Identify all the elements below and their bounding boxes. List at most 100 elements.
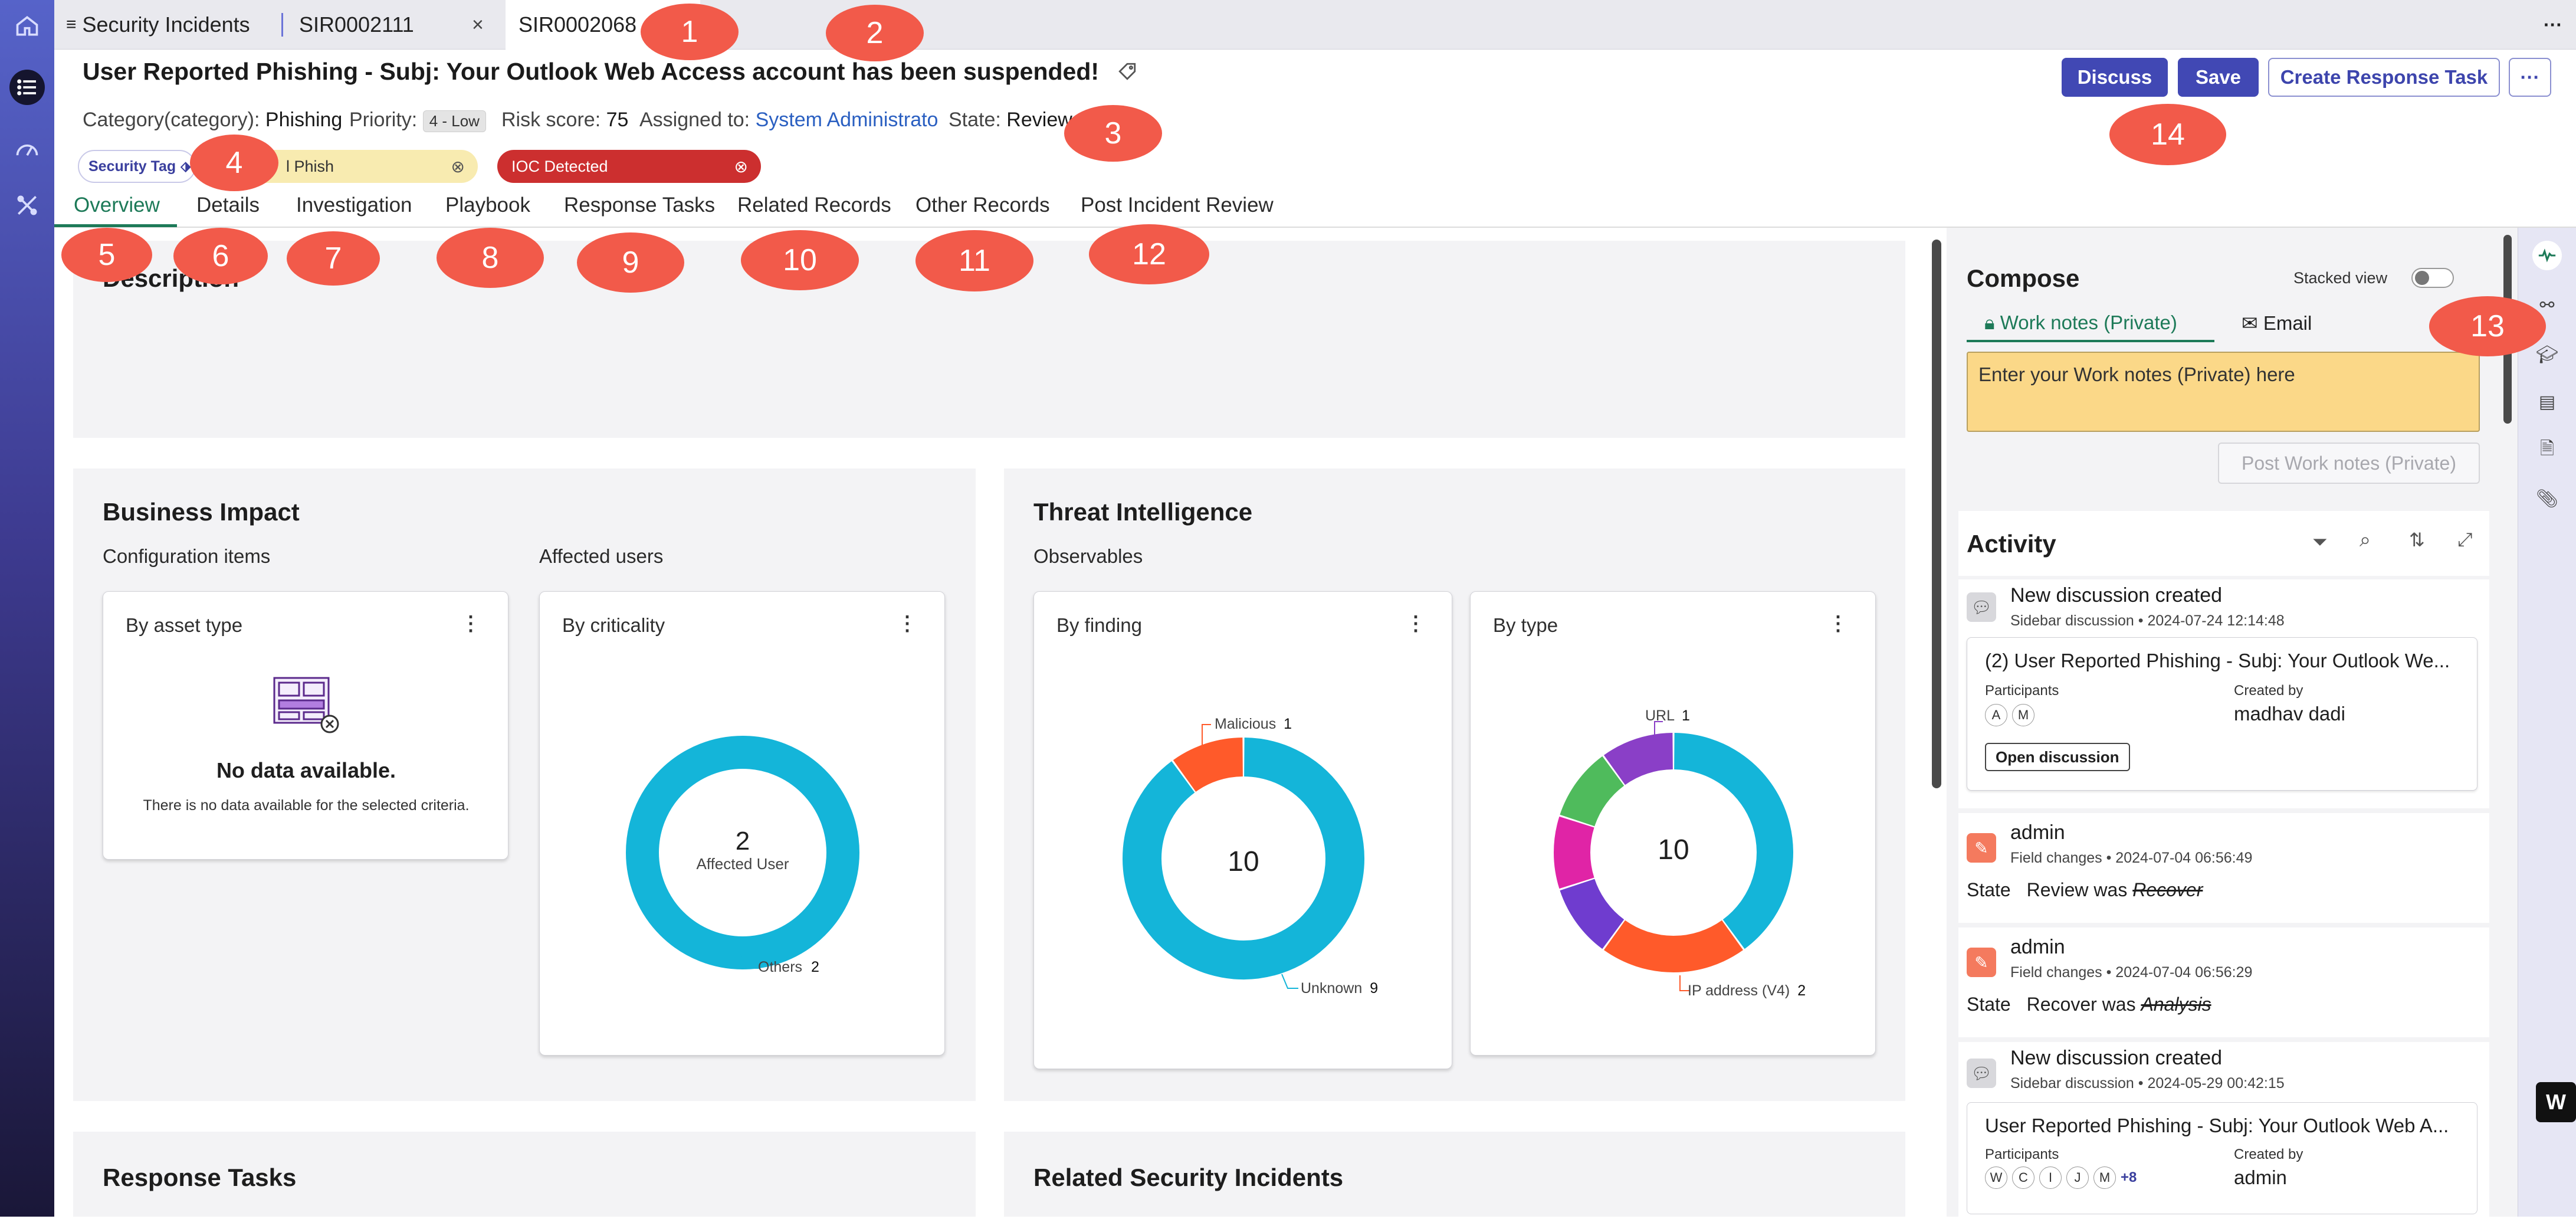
tag-icon: ⬗ — [181, 159, 191, 173]
create-response-task-button[interactable]: Create Response Task — [2268, 58, 2500, 97]
field-change: State Recover was Analysis — [1967, 994, 2211, 1015]
book-icon[interactable]: ▤ — [2538, 392, 2556, 412]
card-title: By finding — [1056, 614, 1142, 636]
tag-pill-label: IOC Detected — [511, 157, 608, 175]
search-icon[interactable]: ⌕ — [2360, 529, 2371, 551]
save-button[interactable]: Save — [2178, 58, 2259, 97]
email-tab[interactable]: ✉︎ Email — [2242, 312, 2312, 335]
tag-icon[interactable] — [1117, 60, 1137, 87]
label-value: 9 — [1370, 980, 1379, 997]
donut-label-ip-address: IP address (V4) 2 — [1688, 982, 1806, 1000]
related-incidents-panel: Related Security Incidents — [1004, 1132, 1905, 1217]
kebab-menu-icon[interactable]: ⋮ — [1828, 612, 1848, 635]
assigned-label: Assigned to: — [639, 109, 750, 131]
stacked-view-toggle[interactable] — [2411, 268, 2454, 288]
priority-label: Priority: — [349, 109, 418, 131]
graduation-cap-icon[interactable]: 🎓︎ — [2535, 345, 2559, 365]
activity-item: 💬︎ New discussion created Sidebar discus… — [1958, 1042, 2489, 1219]
donut-center-value: 2 — [735, 827, 750, 856]
paperclip-icon[interactable]: 📎︎ — [2535, 489, 2559, 509]
home-icon[interactable] — [9, 8, 45, 44]
discussion-card: (2) User Reported Phishing - Subj: Your … — [1967, 637, 2477, 791]
label-name: IP address (V4) — [1688, 982, 1790, 999]
tab-close-button[interactable]: × — [472, 0, 484, 50]
state-value: Review — [1006, 109, 1072, 131]
open-discussion-button[interactable]: Open discussion — [1985, 743, 2130, 771]
tab-other-records[interactable]: Other Records — [915, 194, 1050, 217]
activity-item-title: New discussion created — [2010, 1047, 2223, 1069]
brand-logo-icon[interactable]: W — [2536, 1082, 2576, 1122]
work-notes-tab[interactable]: 🔒︎ Work notes (Private) — [1984, 312, 2177, 335]
priority-field: Priority: 4 - Low — [349, 109, 486, 132]
discussion-icon: 💬︎ — [1967, 592, 1996, 622]
button-label: Save — [2195, 66, 2242, 88]
category-label: Category(category): — [83, 109, 260, 131]
type-card: By type ⋮ 10 URL 1 IP address (V4) 2 — [1470, 591, 1876, 1056]
discuss-button[interactable]: Discuss — [2062, 58, 2168, 97]
post-work-notes-button[interactable]: Post Work notes (Private) — [2218, 443, 2480, 484]
network-icon[interactable]: ⚯ — [2539, 295, 2555, 315]
tab-sir0002111[interactable]: SIR0002111 — [299, 0, 414, 50]
marker-7: 7 — [287, 231, 380, 286]
leader-line — [1281, 974, 1298, 989]
kebab-menu-icon[interactable]: ⋮ — [461, 612, 481, 635]
tab-response-tasks[interactable]: Response Tasks — [564, 194, 716, 217]
work-notes-input[interactable]: Enter your Work notes (Private) here — [1967, 352, 2480, 432]
main-scrollbar[interactable] — [1932, 240, 1941, 788]
tools-icon[interactable] — [9, 188, 45, 223]
activity-item-title: New discussion created — [2010, 584, 2223, 607]
activity-item-meta: Sidebar discussion • 2024-05-29 00:42:15 — [2010, 1075, 2285, 1092]
avatar: C — [2012, 1166, 2034, 1189]
tab-investigation[interactable]: Investigation — [296, 194, 412, 217]
activity-pulse-icon[interactable] — [2532, 241, 2562, 270]
tab-playbook[interactable]: Playbook — [445, 194, 530, 217]
sort-icon[interactable]: ⇅ — [2409, 529, 2425, 550]
response-tasks-title: Response Tasks — [103, 1164, 297, 1191]
edit-icon: ✎ — [1967, 833, 1996, 863]
activity-item: 💬︎ New discussion created Sidebar discus… — [1958, 579, 2489, 808]
tab-related-records[interactable]: Related Records — [737, 194, 891, 217]
menu-icon: ≡ — [66, 15, 77, 34]
activity-item-title: admin — [2010, 936, 2065, 958]
more-participants-count[interactable]: +8 — [2121, 1169, 2137, 1185]
more-actions-button[interactable]: ··· — [2509, 58, 2551, 97]
tab-label: SIR0002068 — [519, 12, 637, 37]
context-rail: ⚯ 🎓︎ ▤ 🗎 📎︎ W — [2518, 228, 2576, 1217]
leader-line — [1679, 975, 1690, 991]
tab-security-incidents[interactable]: ≡ Security Incidents — [66, 0, 250, 50]
kebab-menu-icon[interactable]: ⋮ — [1406, 612, 1426, 635]
filter-icon[interactable]: ⏷ — [2312, 531, 2328, 552]
remove-tag-icon[interactable]: ⊗ — [451, 157, 465, 176]
participants-label: Participants — [1985, 683, 2059, 699]
no-data-text: There is no data available for the selec… — [143, 797, 470, 814]
marker-8: 8 — [437, 228, 544, 288]
security-tag-button[interactable]: Security Tag ⬗ — [78, 150, 196, 183]
configuration-items-label: Configuration items — [103, 545, 271, 567]
donut-center-label: Affected User — [696, 855, 789, 873]
no-data-illustration-icon — [272, 676, 343, 738]
tabs-divider — [54, 227, 2576, 228]
document-icon[interactable]: 🗎 — [2539, 438, 2555, 458]
observables-label: Observables — [1033, 545, 1143, 567]
activity-item: ✎ admin Field changes • 2024-07-04 06:56… — [1958, 813, 2489, 923]
tab-post-incident-review[interactable]: Post Incident Review — [1081, 194, 1274, 217]
tabs-more-button[interactable]: ··· — [2544, 0, 2562, 50]
discussion-card: User Reported Phishing - Subj: Your Outl… — [1967, 1102, 2477, 1214]
tab-overview[interactable]: Overview — [74, 194, 160, 217]
remove-tag-icon[interactable]: ⊗ — [734, 157, 748, 176]
threat-intelligence-panel: Threat Intelligence Observables By findi… — [1004, 468, 1905, 1101]
tab-details[interactable]: Details — [196, 194, 260, 217]
expand-icon[interactable]: ⤢ — [2457, 529, 2473, 550]
list-icon[interactable] — [9, 70, 45, 105]
label-name: Unknown — [1301, 980, 1363, 997]
tab-label: SIR0002111 — [299, 12, 414, 37]
marker-6: 6 — [173, 228, 268, 284]
leader-line — [740, 951, 759, 969]
dashboard-icon[interactable] — [9, 132, 45, 168]
tag-pill-ioc-detected[interactable]: IOC Detected ⊗ — [497, 150, 761, 183]
donut-label-malicious: Malicious 1 — [1215, 716, 1292, 733]
label-value: 2 — [810, 959, 819, 975]
kebab-menu-icon[interactable]: ⋮ — [897, 612, 917, 635]
marker-5: 5 — [61, 228, 152, 282]
assigned-link[interactable]: System Administrato — [755, 109, 938, 131]
